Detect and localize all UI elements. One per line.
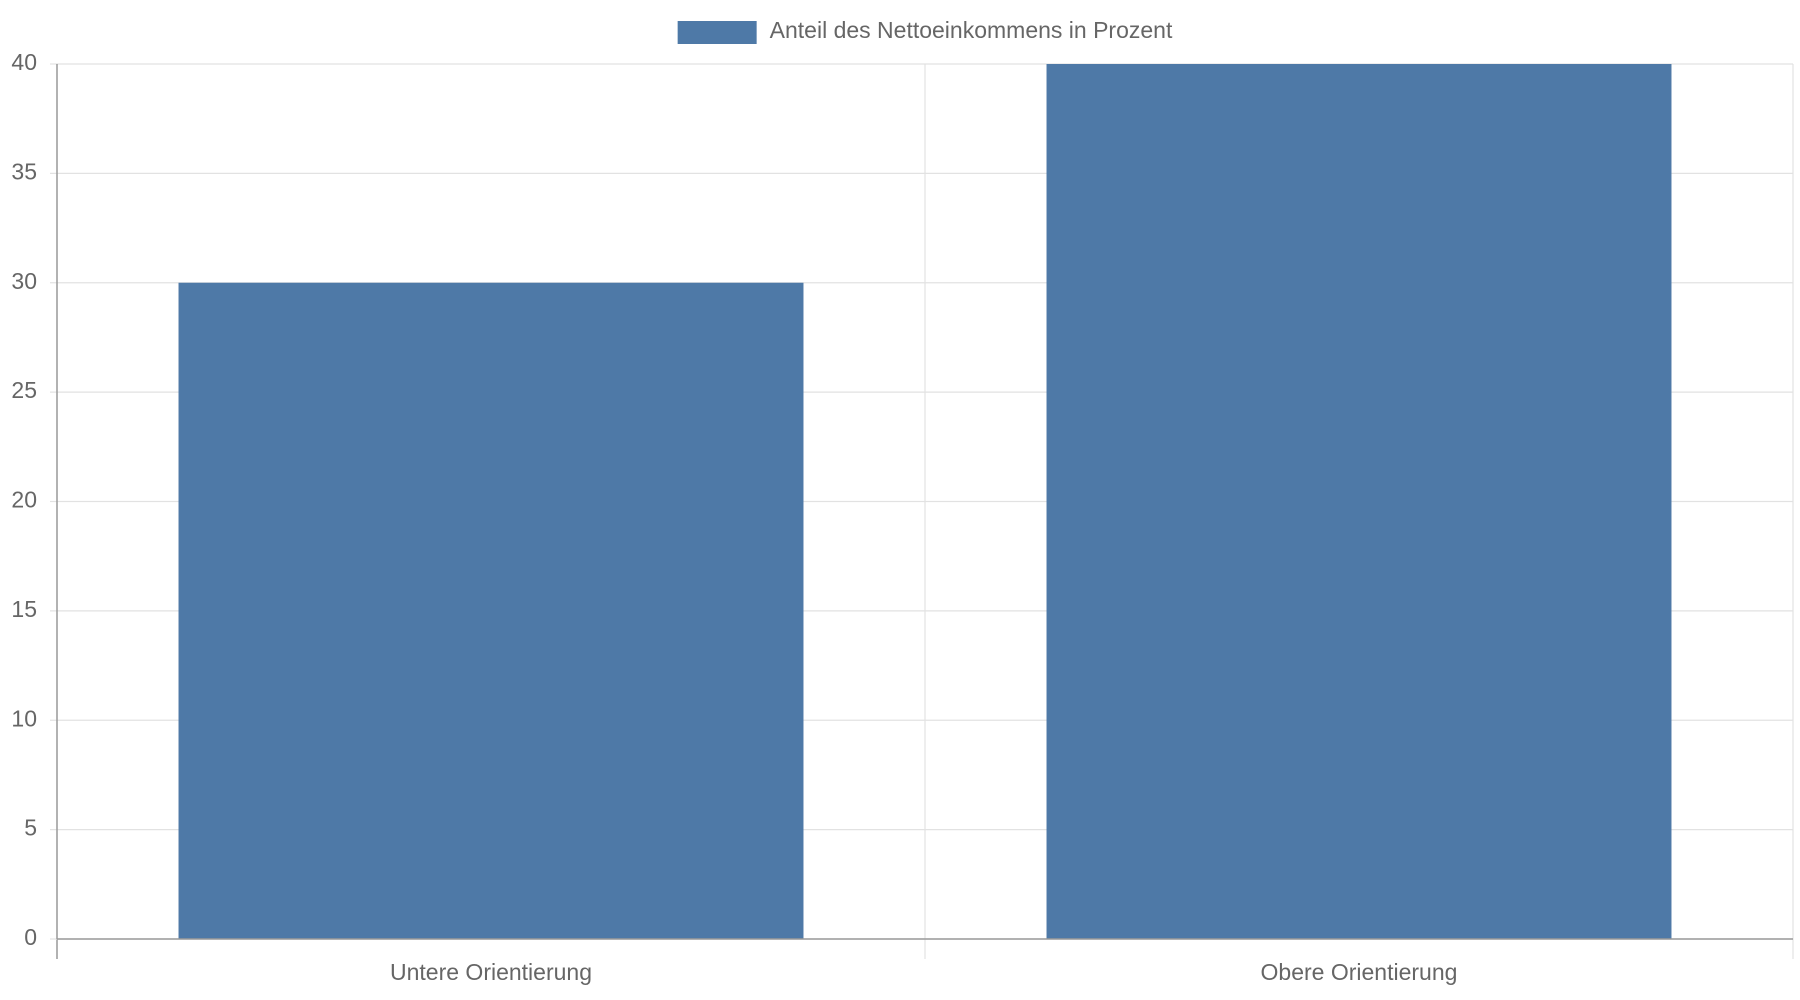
y-tick-label: 30 [11, 268, 37, 294]
bar [178, 282, 804, 939]
legend-swatch [677, 21, 757, 44]
y-tick-label: 15 [11, 596, 37, 622]
y-tick-label: 20 [11, 487, 37, 513]
y-tick-label: 5 [24, 815, 37, 841]
y-tick-label: 0 [24, 924, 37, 950]
bar [1046, 64, 1672, 939]
y-tick-label: 40 [11, 49, 37, 75]
y-tick-label: 10 [11, 705, 37, 731]
y-tick-label: 25 [11, 377, 37, 403]
x-tick-label: Obere Orientierung [1261, 959, 1458, 985]
legend-label: Anteil des Nettoeinkommens in Prozent [770, 17, 1173, 43]
y-tick-label: 35 [11, 158, 37, 184]
x-tick-label: Untere Orientierung [390, 959, 592, 985]
